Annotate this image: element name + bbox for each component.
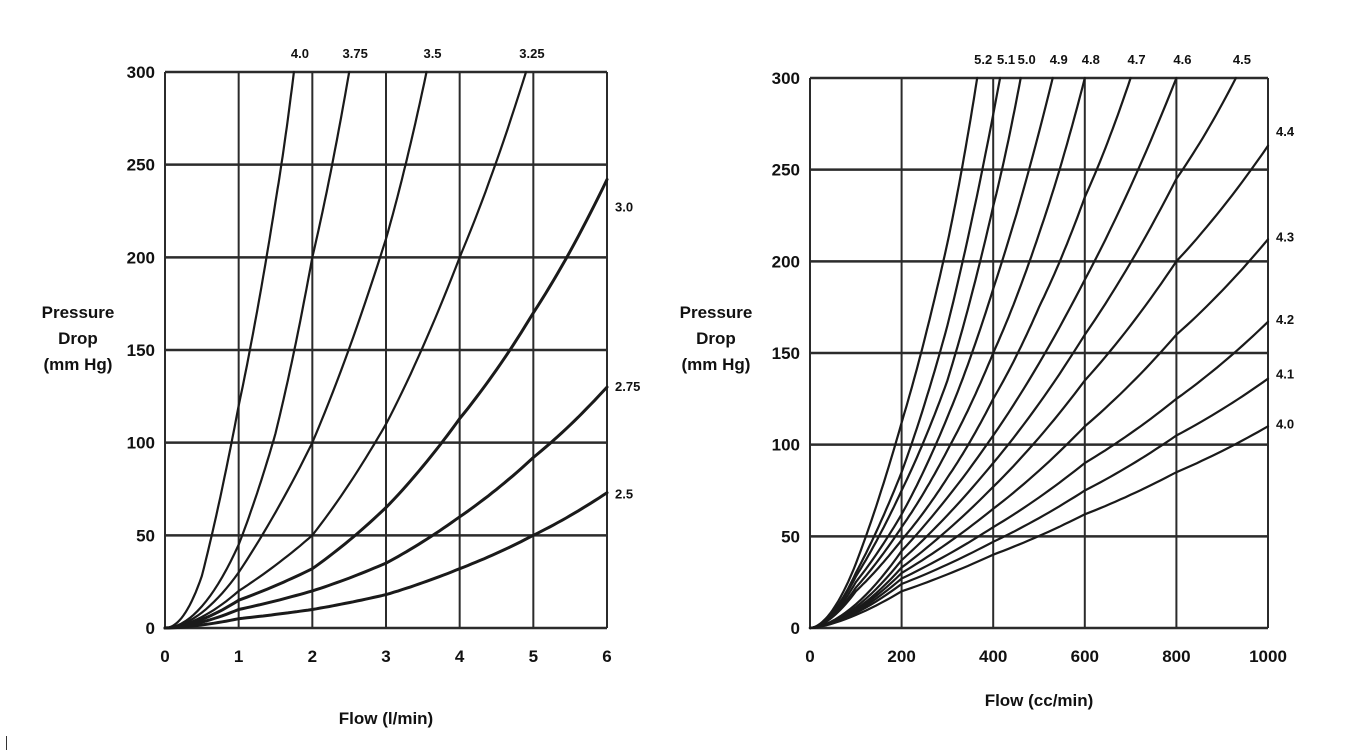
series-line-3-5 — [163, 70, 428, 630]
series-label: 5.0 — [1018, 52, 1036, 67]
x-axis-label: Flow (cc/min) — [985, 691, 1094, 710]
y-tick-label: 50 — [136, 526, 155, 545]
x-tick-label: 5 — [529, 647, 538, 666]
x-tick-label: 0 — [805, 647, 814, 666]
x-tick-label: 1 — [234, 647, 243, 666]
x-tick-label: 2 — [308, 647, 317, 666]
series-label: 4.6 — [1173, 52, 1191, 67]
y-tick-label: 300 — [127, 63, 155, 82]
series-line-2-75 — [163, 385, 609, 630]
y-tick-label: 0 — [146, 619, 155, 638]
series-line-4-2 — [808, 320, 1270, 630]
series-label: 5.2 — [974, 52, 992, 67]
y-tick-label: 250 — [772, 161, 800, 180]
series-line-4-5 — [808, 76, 1237, 630]
y-tick-label: 50 — [781, 527, 800, 546]
series-label: 4.0 — [1276, 416, 1294, 431]
series-line-4-9 — [808, 76, 1054, 630]
series-label: 4.4 — [1276, 124, 1295, 139]
series-line-4-6 — [808, 76, 1178, 630]
y-tick-label: 0 — [791, 619, 800, 638]
x-tick-label: 0 — [160, 647, 169, 666]
flow-chart-lpm: 0 1 2 3 4 5 6 0 50 100 150 200 250 300 Flow (l/min) Pre… — [42, 46, 641, 728]
series-label: 4.1 — [1276, 367, 1294, 382]
series-label: 3.75 — [343, 46, 368, 61]
x-tick-label: 800 — [1162, 647, 1190, 666]
series-line-4-4 — [808, 144, 1270, 630]
y-tick-label: 100 — [127, 434, 155, 453]
y-tick-label: 300 — [772, 69, 800, 88]
series-line-3-75 — [163, 70, 351, 630]
series-line-4-1 — [808, 377, 1270, 630]
y-tick-label: 150 — [127, 341, 155, 360]
series-label: 4.0 — [291, 46, 309, 61]
series-label: 5.1 — [997, 52, 1015, 67]
y-axis-label: Drop — [58, 329, 98, 348]
series-label: 4.7 — [1128, 52, 1146, 67]
series-line-2-5 — [163, 491, 609, 630]
y-tick-label: 150 — [772, 344, 800, 363]
y-axis-label: Pressure — [42, 303, 115, 322]
y-tick-label: 250 — [127, 156, 155, 175]
series-label: 2.5 — [615, 487, 633, 502]
y-axis-label: (mm Hg) — [44, 355, 113, 374]
y-axis-label: Pressure — [680, 303, 753, 322]
series-line-4-0 — [163, 70, 295, 630]
y-axis-label: (mm Hg) — [682, 355, 751, 374]
series-label: 4.5 — [1233, 52, 1251, 67]
series-line-5-2 — [808, 76, 979, 630]
series-line-4-3 — [808, 238, 1270, 630]
series-line-4-8 — [808, 76, 1086, 630]
series-line-4-7 — [808, 76, 1132, 630]
series-label: 3.25 — [519, 46, 544, 61]
grid — [809, 76, 1269, 630]
grid — [164, 70, 608, 630]
series-line-4-0 — [808, 425, 1270, 630]
x-tick-label: 4 — [455, 647, 465, 666]
x-tick-label: 600 — [1071, 647, 1099, 666]
y-tick-label: 200 — [127, 248, 155, 267]
y-tick-label: 200 — [772, 252, 800, 271]
x-tick-label: 3 — [381, 647, 390, 666]
series-line-5-0 — [808, 76, 1022, 630]
series-label: 4.8 — [1082, 52, 1100, 67]
x-tick-label: 1000 — [1249, 647, 1287, 666]
series-label: 4.9 — [1050, 52, 1068, 67]
series-label: 4.3 — [1276, 229, 1294, 244]
series-label: 2.75 — [615, 379, 640, 394]
series-label: 4.2 — [1276, 312, 1294, 327]
flow-chart-ccmin: 0 200 400 600 800 1000 0 50 100 150 200 250 300 Flow … — [680, 52, 1295, 710]
x-tick-label: 400 — [979, 647, 1007, 666]
text-cursor — [6, 736, 7, 750]
y-tick-label: 100 — [772, 436, 800, 455]
series-label: 3.5 — [423, 46, 441, 61]
series-label: 3.0 — [615, 199, 633, 214]
x-tick-label: 200 — [887, 647, 915, 666]
y-axis-label: Drop — [696, 329, 736, 348]
series-line-3-25 — [163, 70, 528, 630]
series-line-3-0 — [163, 178, 609, 630]
x-tick-label: 6 — [602, 647, 611, 666]
x-axis-label: Flow (l/min) — [339, 709, 433, 728]
